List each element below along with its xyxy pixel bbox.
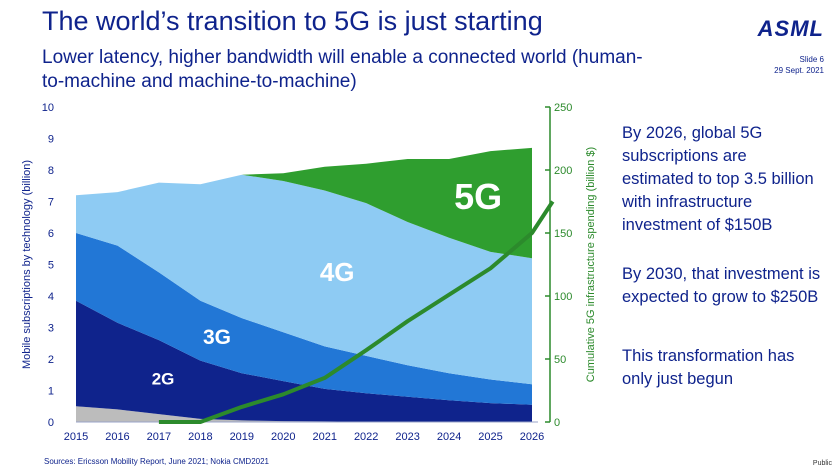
label-4g: 4G [320, 257, 355, 287]
x-tick-label: 2019 [230, 431, 254, 443]
left-tick-label: 10 [42, 102, 54, 114]
left-tick-label: 6 [48, 228, 54, 240]
left-tick-label: 5 [48, 260, 54, 272]
left-tick-label: 4 [48, 291, 54, 303]
asml-logo: ASML [757, 16, 824, 41]
x-tick-label: 2020 [271, 431, 295, 443]
left-tick-label: 8 [48, 165, 54, 177]
left-tick-label: 3 [48, 323, 54, 335]
left-tick-label: 9 [48, 134, 54, 146]
area-3g [76, 233, 532, 405]
slide-number: Slide 6 [799, 55, 824, 64]
slide-subtitle: Lower latency, higher bandwidth will ena… [42, 47, 643, 92]
left-axis-title: Mobile subscriptions by technology (bill… [21, 160, 33, 369]
x-tick-label: 2021 [312, 431, 336, 443]
sources-note: Sources: Ericsson Mobility Report, June … [44, 457, 269, 466]
x-tick-label: 2024 [437, 431, 461, 443]
slide-title: The world’s transition to 5G is just sta… [42, 6, 543, 36]
right-tick-label: 100 [554, 291, 572, 303]
spending-line [158, 200, 555, 424]
left-tick-label: 0 [48, 417, 54, 429]
left-tick-label: 1 [48, 386, 54, 398]
x-tick-label: 2016 [105, 431, 129, 443]
right-tick-label: 150 [554, 228, 572, 240]
area-5g [76, 147, 532, 259]
x-tick-label: 2026 [520, 431, 544, 443]
x-tick-label: 2015 [64, 431, 88, 443]
right-tick-label: 250 [554, 102, 572, 114]
right-tick-label: 50 [554, 354, 566, 366]
slide-date: 29 Sept. 2021 [774, 66, 824, 75]
x-tick-label: 2022 [354, 431, 378, 443]
label-3g: 3G [203, 326, 231, 349]
area-other [76, 406, 532, 422]
right-paragraph-1: By 2026, global 5G subscriptions are est… [622, 124, 814, 234]
right-axis-title: Cumulative 5G infrastructure spending (b… [585, 147, 597, 382]
area-2g [76, 300, 532, 422]
x-tick-label: 2025 [478, 431, 502, 443]
slide-info: Slide 6 29 Sept. 2021 [774, 54, 824, 76]
label-2g: 2G [152, 369, 175, 388]
right-paragraph-2: By 2030, that investment is expected to … [622, 265, 821, 306]
right-tick-label: 0 [554, 417, 560, 429]
x-tick-label: 2023 [395, 431, 419, 443]
right-tick-label: 200 [554, 165, 572, 177]
left-tick-label: 7 [48, 197, 54, 209]
x-tick-label: 2018 [188, 431, 212, 443]
area-4g [76, 174, 532, 385]
label-5g: 5G [454, 176, 502, 217]
classification-label: Public [812, 460, 832, 467]
right-paragraph-3: This transformation has only just begun [622, 347, 795, 388]
x-tick-label: 2017 [147, 431, 171, 443]
left-tick-label: 2 [48, 354, 54, 366]
